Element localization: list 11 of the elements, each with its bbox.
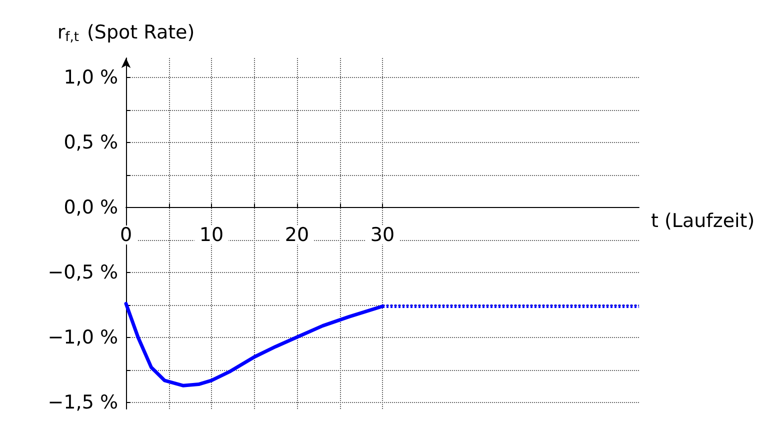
y-tick-label: 0,0 % bbox=[64, 196, 118, 218]
y-tick-label: 0,5 % bbox=[64, 132, 118, 154]
y-tick-label: 1,0 % bbox=[64, 66, 118, 88]
x-tick-label: 10 bbox=[199, 224, 224, 246]
y-tick-label: −1,5 % bbox=[48, 392, 118, 414]
x-tick-label: 30 bbox=[370, 224, 395, 246]
y-tick-label: −0,5 % bbox=[48, 262, 118, 284]
y-tick-label: −1,0 % bbox=[48, 326, 118, 348]
x-axis-title: t (Laufzeit) bbox=[651, 210, 755, 232]
x-tick-label: 0 bbox=[120, 224, 132, 246]
x-tick-label: 20 bbox=[284, 224, 310, 246]
